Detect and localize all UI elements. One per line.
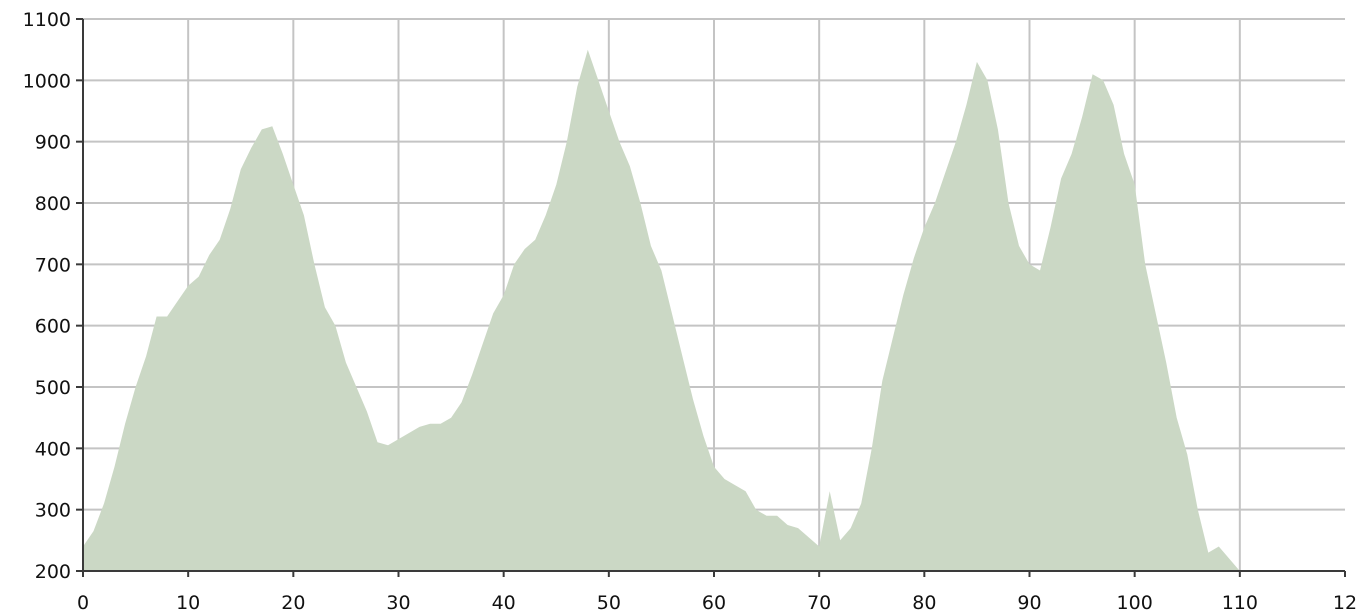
y-tick-label: 900 xyxy=(35,132,71,154)
x-tick-label: 90 xyxy=(1017,592,1041,612)
x-tick-label: 50 xyxy=(597,592,621,612)
y-tick-label: 700 xyxy=(35,254,71,276)
elevation-area xyxy=(83,49,1335,571)
y-tick-label: 1000 xyxy=(23,70,71,92)
x-tick-label: 40 xyxy=(492,592,516,612)
y-tick-label: 200 xyxy=(35,561,71,583)
x-tick-label: 80 xyxy=(912,592,936,612)
y-tick-label: 800 xyxy=(35,193,71,215)
x-tick-label: 110 xyxy=(1222,592,1258,612)
y-tick-label: 500 xyxy=(35,377,71,399)
y-axis-ticks: 200 300 400 500 600 700 800 900 1000 1100 xyxy=(23,9,83,583)
x-tick-label: 30 xyxy=(386,592,410,612)
x-tick-label: 70 xyxy=(807,592,831,612)
y-tick-label: 600 xyxy=(35,316,71,338)
y-tick-label: 400 xyxy=(35,438,71,460)
x-tick-label: 0 xyxy=(77,592,89,612)
x-axis-ticks: 0 10 20 30 40 50 60 70 80 90 100 110 12 xyxy=(77,571,1357,612)
x-tick-label: 10 xyxy=(176,592,200,612)
x-tick-label: 12 xyxy=(1333,592,1357,612)
x-tick-label: 60 xyxy=(702,592,726,612)
y-tick-label: 300 xyxy=(35,500,71,522)
y-tick-label: 1100 xyxy=(23,9,71,31)
x-tick-label: 100 xyxy=(1117,592,1153,612)
x-tick-label: 20 xyxy=(281,592,305,612)
